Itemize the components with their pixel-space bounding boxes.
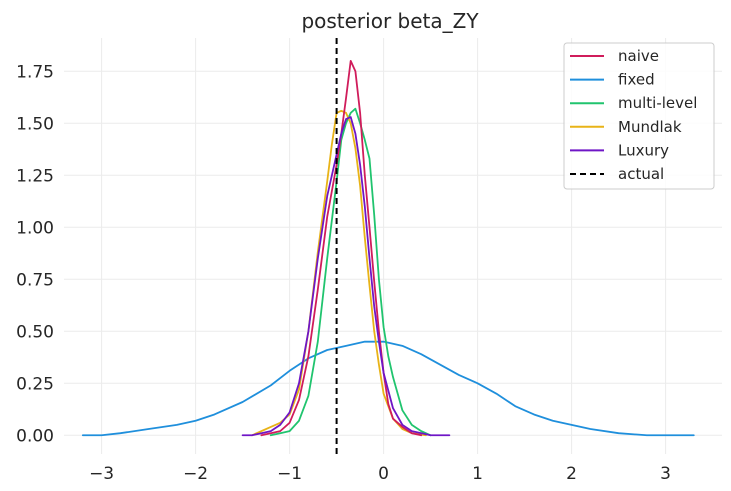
- x-tick-label: 0: [378, 464, 389, 484]
- y-tick-label: 0.25: [16, 374, 54, 394]
- plot-series: [81, 38, 695, 454]
- series-line-luxury: [241, 116, 451, 437]
- x-tick-label: −1: [277, 464, 302, 484]
- series-line-multi-level: [269, 107, 432, 437]
- y-tick-label: 1.25: [16, 166, 54, 186]
- x-tick-label: −2: [183, 464, 208, 484]
- y-tick-label: 0.75: [16, 270, 54, 290]
- legend-label: actual: [618, 165, 664, 183]
- legend-label: naive: [618, 47, 659, 65]
- x-tick-label: 3: [660, 464, 671, 484]
- legend-label: Mundlak: [618, 118, 682, 136]
- chart-title: posterior beta_ZY: [301, 9, 479, 33]
- x-axis: −3 −2 −1 0 1 2 3: [89, 464, 671, 484]
- y-tick-label: 0.50: [16, 322, 54, 342]
- y-axis: 0.00 0.25 0.50 0.75 1.00 1.25 1.50 1.75: [16, 62, 54, 446]
- x-tick-label: 1: [472, 464, 483, 484]
- series-line-fixed: [81, 340, 695, 437]
- legend-label: multi-level: [618, 94, 697, 112]
- grid: [64, 38, 722, 454]
- y-tick-label: 0.00: [16, 426, 54, 446]
- y-tick-label: 1.75: [16, 62, 54, 82]
- legend-label: Luxury: [618, 141, 669, 159]
- x-tick-label: −3: [89, 464, 114, 484]
- series-line-naive: [260, 59, 423, 437]
- y-tick-label: 1.00: [16, 218, 54, 238]
- legend: naive fixed multi-level Mundlak Luxury actual: [563, 42, 715, 190]
- y-tick-label: 1.50: [16, 114, 54, 134]
- series-line-mundlak: [251, 109, 427, 437]
- legend-label: fixed: [618, 71, 655, 89]
- x-tick-label: 2: [566, 464, 577, 484]
